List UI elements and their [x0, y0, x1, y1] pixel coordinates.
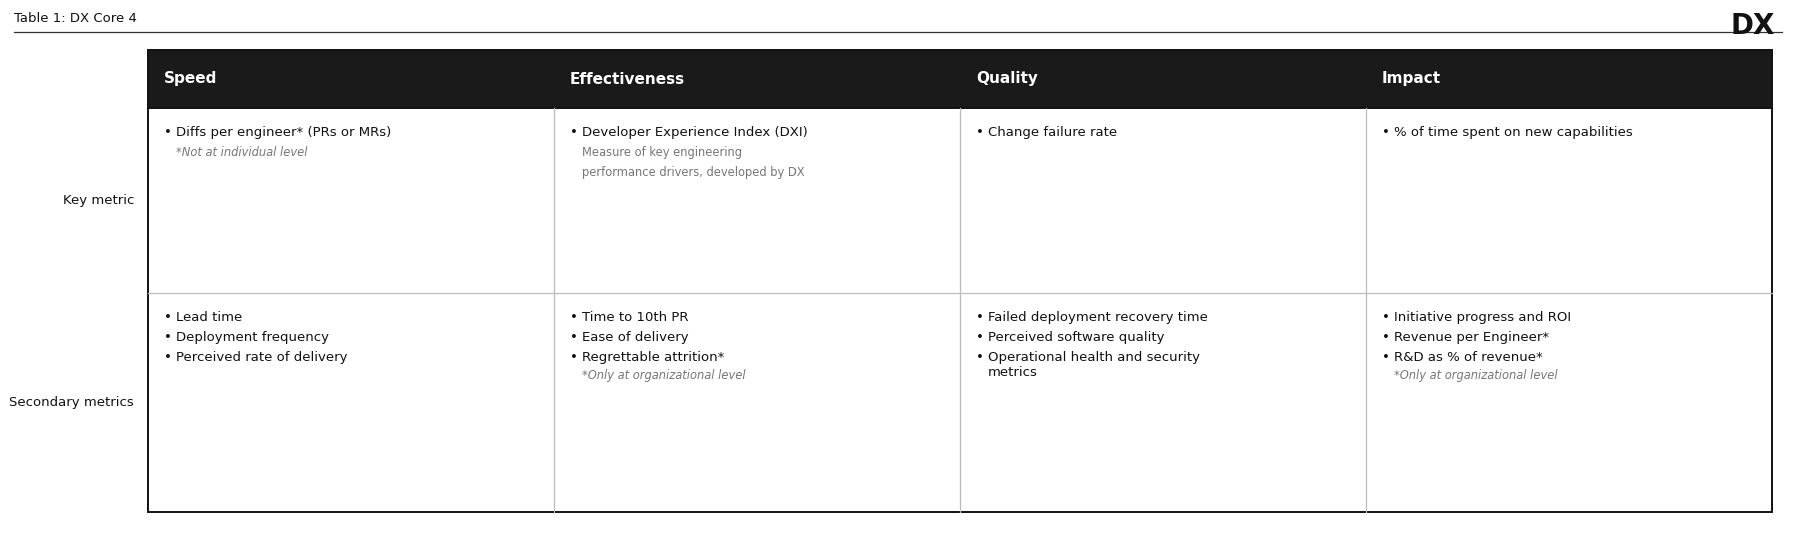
Text: •: •: [163, 331, 172, 344]
Text: •: •: [1381, 351, 1390, 364]
Bar: [147, 50, 1773, 512]
Text: *Only at organizational level: *Only at organizational level: [1394, 369, 1557, 382]
Text: performance drivers, developed by DX: performance drivers, developed by DX: [582, 166, 805, 179]
Text: •: •: [569, 311, 578, 324]
Text: Change failure rate: Change failure rate: [988, 126, 1117, 139]
Text: •: •: [1381, 331, 1390, 344]
Text: Time to 10th PR: Time to 10th PR: [582, 311, 688, 324]
Text: Table 1: DX Core 4: Table 1: DX Core 4: [14, 12, 136, 25]
Text: •: •: [975, 331, 984, 344]
Text: metrics: metrics: [988, 366, 1038, 379]
Text: •: •: [569, 351, 578, 364]
Text: •: •: [975, 351, 984, 364]
Text: •: •: [1381, 311, 1390, 324]
Text: Impact: Impact: [1381, 72, 1440, 86]
Text: •: •: [975, 126, 984, 139]
Text: Perceived rate of delivery: Perceived rate of delivery: [176, 351, 347, 364]
Text: Failed deployment recovery time: Failed deployment recovery time: [988, 311, 1209, 324]
Text: Developer Experience Index (DXI): Developer Experience Index (DXI): [582, 126, 808, 139]
Text: *Only at organizational level: *Only at organizational level: [582, 369, 745, 382]
Text: Operational health and security: Operational health and security: [988, 351, 1200, 364]
Text: *Not at individual level: *Not at individual level: [176, 146, 307, 159]
Text: Measure of key engineering: Measure of key engineering: [582, 146, 742, 159]
Text: •: •: [163, 126, 172, 139]
Bar: [147, 50, 1773, 108]
Text: Regrettable attrition*: Regrettable attrition*: [582, 351, 724, 364]
Text: Speed: Speed: [163, 72, 217, 86]
Text: Key metric: Key metric: [63, 194, 135, 207]
Text: •: •: [975, 311, 984, 324]
Text: Initiative progress and ROI: Initiative progress and ROI: [1394, 311, 1572, 324]
Text: Lead time: Lead time: [176, 311, 242, 324]
Text: •: •: [163, 311, 172, 324]
Text: Perceived software quality: Perceived software quality: [988, 331, 1164, 344]
Text: •: •: [163, 351, 172, 364]
Text: Ease of delivery: Ease of delivery: [582, 331, 688, 344]
Text: Deployment frequency: Deployment frequency: [176, 331, 329, 344]
Text: Revenue per Engineer*: Revenue per Engineer*: [1394, 331, 1550, 344]
Text: Secondary metrics: Secondary metrics: [9, 396, 135, 409]
Text: •: •: [1381, 126, 1390, 139]
Text: •: •: [569, 331, 578, 344]
Text: DX: DX: [1731, 12, 1774, 40]
Text: Effectiveness: Effectiveness: [569, 72, 684, 86]
Text: •: •: [569, 126, 578, 139]
Text: % of time spent on new capabilities: % of time spent on new capabilities: [1394, 126, 1633, 139]
Text: R&D as % of revenue*: R&D as % of revenue*: [1394, 351, 1543, 364]
Text: Quality: Quality: [975, 72, 1038, 86]
Text: Diffs per engineer* (PRs or MRs): Diffs per engineer* (PRs or MRs): [176, 126, 392, 139]
